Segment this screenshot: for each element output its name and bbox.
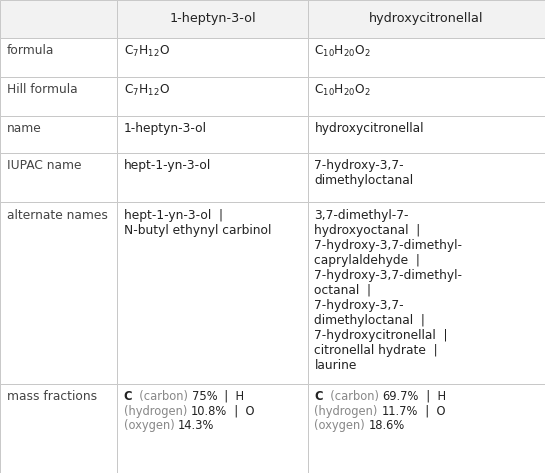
Text: alternate names: alternate names <box>7 209 107 221</box>
Text: 1-heptyn-3-ol: 1-heptyn-3-ol <box>124 122 207 135</box>
Bar <box>117 384 308 473</box>
Bar <box>308 77 545 116</box>
Bar <box>117 202 308 384</box>
Text: |  O: | O <box>227 404 255 418</box>
Bar <box>0 77 117 116</box>
Bar <box>0 116 117 153</box>
Text: name: name <box>7 122 41 135</box>
Bar <box>308 202 545 384</box>
Bar <box>308 0 545 38</box>
Text: |  H: | H <box>217 390 245 403</box>
Bar <box>117 0 308 38</box>
Text: hydroxycitronellal: hydroxycitronellal <box>314 122 424 135</box>
Bar <box>0 384 117 473</box>
Text: hept-1-yn-3-ol: hept-1-yn-3-ol <box>124 159 211 172</box>
Bar <box>308 153 545 202</box>
Bar <box>308 384 545 473</box>
Text: |  O: | O <box>418 404 445 418</box>
Text: 3,7-dimethyl-7-
hydroxyoctanal  |
7-hydroxy-3,7-dimethyl-
caprylaldehyde  |
7-hy: 3,7-dimethyl-7- hydroxyoctanal | 7-hydro… <box>314 209 463 372</box>
Text: hydroxycitronellal: hydroxycitronellal <box>369 12 484 26</box>
Bar <box>308 38 545 77</box>
Text: 69.7%: 69.7% <box>383 390 419 403</box>
Bar <box>117 116 308 153</box>
Text: C: C <box>124 390 132 403</box>
Text: 11.7%: 11.7% <box>382 404 418 418</box>
Bar <box>0 38 117 77</box>
Text: 7-hydroxy-3,7-
dimethyloctanal: 7-hydroxy-3,7- dimethyloctanal <box>314 159 414 187</box>
Bar <box>308 116 545 153</box>
Text: IUPAC name: IUPAC name <box>7 159 81 172</box>
Bar <box>117 77 308 116</box>
Text: formula: formula <box>7 44 54 57</box>
Text: C$_{10}$H$_{20}$O$_2$: C$_{10}$H$_{20}$O$_2$ <box>314 83 371 98</box>
Bar <box>0 202 117 384</box>
Text: C$_{10}$H$_{20}$O$_2$: C$_{10}$H$_{20}$O$_2$ <box>314 44 371 59</box>
Text: (hydrogen): (hydrogen) <box>314 404 382 418</box>
Text: (oxygen): (oxygen) <box>314 419 369 432</box>
Text: C: C <box>314 390 323 403</box>
Text: 10.8%: 10.8% <box>191 404 227 418</box>
Text: (oxygen): (oxygen) <box>124 419 178 432</box>
Text: 14.3%: 14.3% <box>178 419 215 432</box>
Text: C$_7$H$_{12}$O: C$_7$H$_{12}$O <box>124 83 169 98</box>
Text: 18.6%: 18.6% <box>369 419 405 432</box>
Bar <box>117 38 308 77</box>
Text: Hill formula: Hill formula <box>7 83 77 96</box>
Text: hept-1-yn-3-ol  |
N-butyl ethynyl carbinol: hept-1-yn-3-ol | N-butyl ethynyl carbino… <box>124 209 271 236</box>
Text: |  H: | H <box>419 390 446 403</box>
Text: C$_7$H$_{12}$O: C$_7$H$_{12}$O <box>124 44 169 59</box>
Text: (carbon): (carbon) <box>132 390 192 403</box>
Text: 1-heptyn-3-ol: 1-heptyn-3-ol <box>169 12 256 26</box>
Text: (hydrogen): (hydrogen) <box>124 404 191 418</box>
Text: mass fractions: mass fractions <box>7 390 96 403</box>
Bar <box>0 153 117 202</box>
Bar <box>0 0 117 38</box>
Bar <box>117 153 308 202</box>
Text: (carbon): (carbon) <box>323 390 383 403</box>
Text: 75%: 75% <box>192 390 217 403</box>
